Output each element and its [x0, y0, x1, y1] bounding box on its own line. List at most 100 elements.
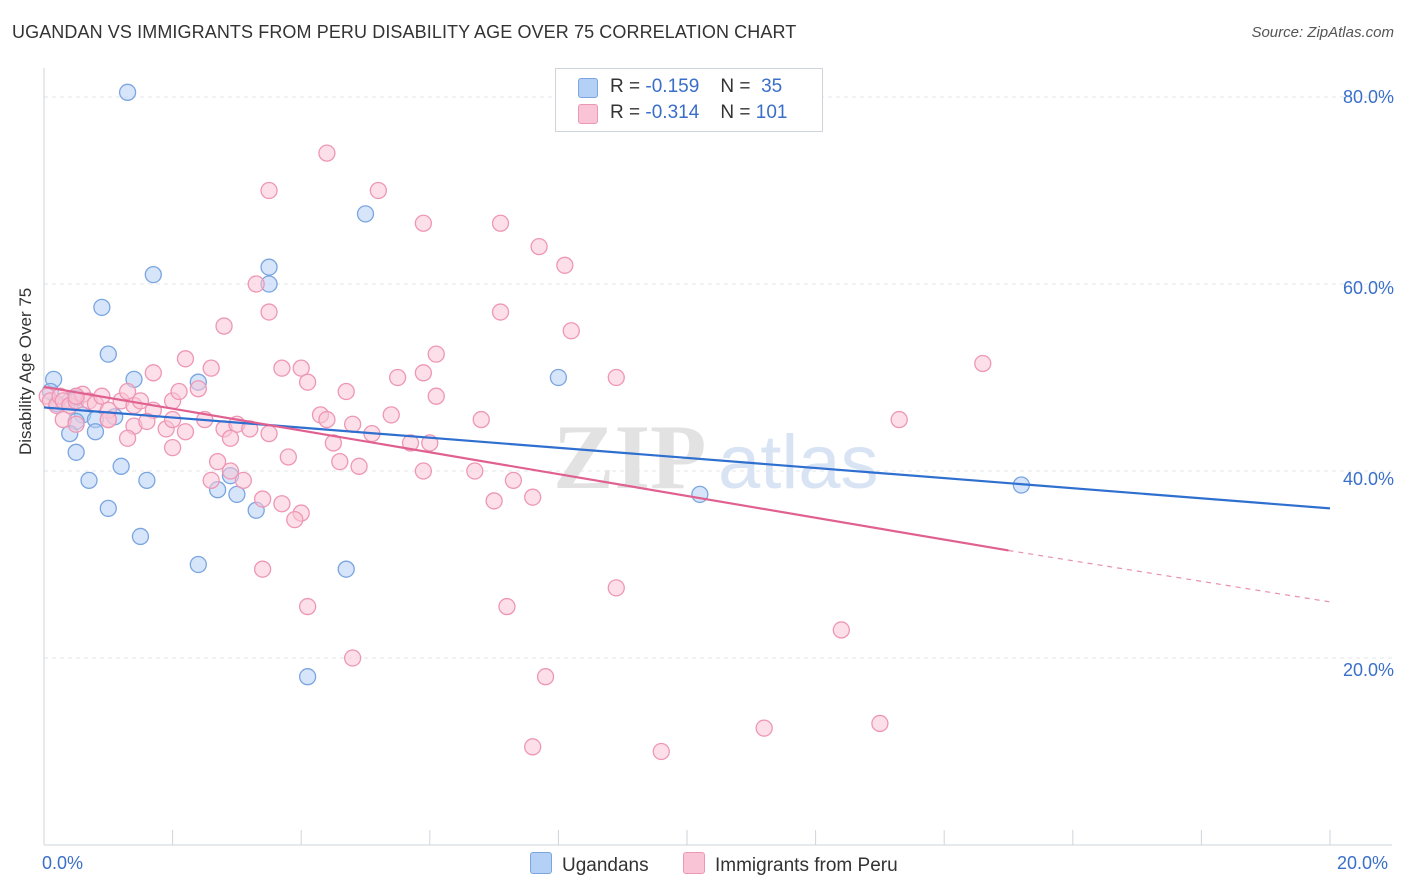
point-peru: [118, 382, 137, 401]
point-peru: [331, 452, 349, 471]
point-peru: [401, 434, 420, 452]
point-peru: [318, 410, 336, 429]
point-peru: [298, 597, 317, 616]
point-peru: [536, 668, 555, 686]
point-peru: [427, 387, 445, 405]
point-ugandans: [67, 443, 85, 461]
point-ugandans: [337, 560, 355, 578]
trend-lines: [43, 385, 1331, 603]
y-tick-label-60: 60.0%: [1342, 278, 1394, 298]
point-ugandans: [86, 423, 105, 441]
point-peru: [491, 214, 510, 232]
series-legend-ugandans: Ugandans: [530, 852, 649, 877]
legend-r-label: R =: [610, 76, 641, 97]
point-ugandans: [549, 368, 568, 387]
legend-r-value: -0.314: [645, 102, 700, 123]
point-ugandans: [131, 527, 150, 546]
point-peru: [118, 429, 137, 447]
point-ugandans: [189, 555, 207, 574]
point-peru: [221, 429, 240, 447]
point-peru: [189, 380, 207, 398]
point-peru: [273, 495, 291, 513]
point-peru: [652, 742, 670, 761]
point-peru: [163, 410, 182, 429]
point-ugandans: [228, 485, 246, 504]
point-peru: [562, 322, 580, 340]
point-peru: [485, 492, 503, 510]
y-axis-label: Disability Age Over 75: [16, 287, 35, 455]
series-label-ugandans: Ugandans: [562, 855, 649, 876]
source-label: Source: ZipAtlas.com: [1251, 24, 1394, 41]
trend-line-peru: [43, 385, 1009, 552]
legend-swatch-ugandans: [578, 78, 598, 98]
point-peru: [202, 471, 220, 490]
point-peru: [260, 424, 278, 443]
point-ugandans: [112, 457, 130, 475]
point-peru: [491, 303, 510, 321]
series-legend-peru: Immigrants from Peru: [683, 852, 898, 877]
trend-line-peru-extension: [1008, 549, 1331, 603]
point-peru: [318, 144, 336, 162]
point-peru: [215, 317, 233, 335]
point-peru: [234, 471, 252, 490]
point-peru: [260, 303, 278, 321]
x-tick-label-max: 20.0%: [1337, 853, 1389, 873]
point-peru: [556, 256, 574, 274]
point-peru: [530, 237, 548, 256]
legend-swatch-peru: [578, 104, 598, 124]
y-tick-label-20: 20.0%: [1342, 660, 1394, 680]
point-peru: [755, 719, 773, 737]
point-peru: [163, 438, 182, 457]
point-peru: [607, 368, 625, 387]
watermark: ZIP atlas: [553, 406, 879, 508]
point-peru: [253, 560, 272, 578]
point-ugandans: [298, 668, 317, 686]
point-ugandans: [356, 205, 375, 223]
series-swatch-peru: [683, 852, 705, 874]
point-peru: [286, 510, 304, 529]
point-peru: [369, 181, 388, 200]
legend-n-label: N =: [720, 102, 751, 123]
point-peru: [414, 364, 433, 382]
point-peru: [832, 621, 850, 639]
point-peru: [504, 471, 523, 490]
point-peru: [176, 350, 195, 368]
point-peru: [260, 181, 278, 200]
point-peru: [382, 406, 400, 424]
legend-text-ugandans: R = -0.159 N = 35: [610, 76, 782, 98]
point-peru: [524, 738, 542, 756]
point-peru: [472, 410, 490, 429]
point-peru: [221, 462, 240, 480]
chart-title: UGANDAN VS IMMIGRANTS FROM PERU DISABILI…: [12, 22, 797, 42]
point-peru: [607, 579, 625, 597]
axes: [43, 68, 1392, 846]
point-ugandans: [144, 265, 162, 284]
legend-n-value: 101: [755, 102, 788, 123]
point-peru: [144, 364, 162, 382]
point-peru: [170, 382, 188, 401]
y-tick-label-40: 40.0%: [1342, 469, 1394, 489]
point-peru: [524, 488, 542, 506]
point-peru: [138, 412, 156, 431]
stats-legend: R = -0.159 N = 35 R = -0.314 N = 101: [555, 68, 823, 132]
point-peru: [337, 382, 355, 401]
point-peru: [871, 714, 889, 733]
point-peru: [427, 345, 445, 363]
point-peru: [292, 359, 310, 377]
series-label-peru: Immigrants from Peru: [715, 855, 898, 876]
point-peru: [414, 214, 433, 232]
y-tick-label-80: 80.0%: [1342, 87, 1394, 107]
point-ugandans: [80, 471, 98, 490]
point-peru: [247, 275, 265, 293]
point-ugandans: [99, 345, 117, 363]
point-ugandans: [260, 258, 278, 276]
gridlines: [44, 96, 1392, 659]
point-peru: [279, 448, 297, 466]
legend-text-peru: R = -0.314 N = 101: [610, 102, 787, 124]
point-peru: [388, 368, 407, 387]
point-peru: [208, 452, 227, 471]
point-peru: [202, 359, 220, 377]
point-peru: [350, 457, 368, 475]
point-peru: [253, 490, 272, 508]
